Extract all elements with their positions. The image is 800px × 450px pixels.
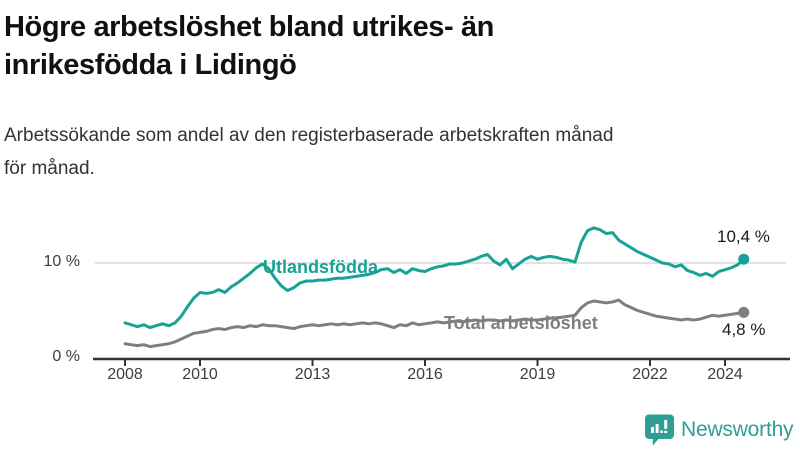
chart-subtitle-line1: Arbetssökande som andel av den registerb…: [4, 125, 614, 146]
line-series-1: [123, 298, 746, 349]
newsworthy-logo[interactable]: Newsworthy: [644, 413, 794, 447]
series-label-utlandsfodda: Utlandsfödda: [263, 257, 378, 277]
line-series-0: [123, 226, 746, 330]
x-tick-label-2019: 2019: [519, 366, 556, 383]
chart-subtitle-line2: för månad.: [4, 158, 95, 179]
chart-subtitle: Arbetssökande som andel av den registerb…: [4, 119, 796, 185]
x-tick-label-2008: 2008: [107, 366, 143, 383]
data-series-lines: [123, 226, 750, 349]
end-value-label-utlandsfodda: 10,4 %: [717, 227, 770, 246]
x-axis: [93, 357, 790, 366]
chart-title-line2: inrikesfödda i Lidingö: [4, 49, 297, 81]
y-tick-label-10: 10 %: [43, 253, 80, 270]
end-point-series-1: [738, 306, 750, 318]
x-tick-label-2010: 2010: [182, 366, 218, 383]
series-label-total-arbetsloshet: Total arbetslöshet: [444, 313, 598, 333]
y-tick-label-0: 0 %: [52, 348, 80, 365]
x-tick-label-2016: 2016: [407, 366, 443, 383]
x-tick-label-2024: 2024: [707, 366, 743, 383]
newsworthy-logo-text: Newsworthy: [681, 418, 794, 441]
x-tick-label-2022: 2022: [632, 366, 668, 383]
chart-title: Högre arbetslöshet bland utrikes- än inr…: [4, 8, 684, 84]
newsworthy-speech-bubble-bar-chart-icon: [645, 414, 674, 446]
end-point-series-0: [738, 253, 750, 265]
x-tick-label-2013: 2013: [294, 366, 331, 383]
end-value-label-total-arbetsloshet: 4,8 %: [722, 320, 766, 339]
chart-title-line1: Högre arbetslöshet bland utrikes- än: [4, 11, 494, 43]
